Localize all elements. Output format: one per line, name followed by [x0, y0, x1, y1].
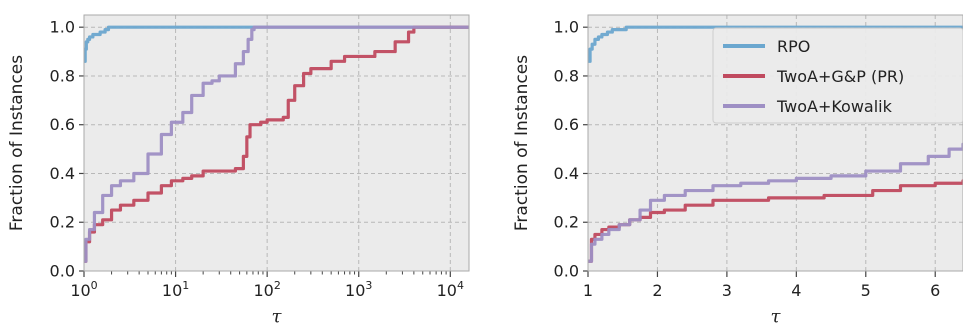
y-tick-label: 0.2: [554, 213, 579, 232]
y-tick-label: 0.6: [554, 115, 579, 134]
x-tick-label: 4: [791, 281, 801, 300]
x-axis-label: τ: [771, 306, 782, 327]
legend-label: TwoA+G&P (PR): [776, 67, 904, 86]
y-tick-label: 0.6: [50, 115, 75, 134]
series-line-rpo: [588, 25, 963, 63]
y-tick-label: 0.2: [50, 213, 75, 232]
x-tick-label: 5: [861, 281, 871, 300]
series-line-twoa-kowalik: [84, 25, 469, 263]
x-tick-label: 104: [437, 279, 464, 300]
x-tick-label: 100: [70, 279, 97, 300]
y-tick-label: 1.0: [554, 18, 579, 37]
x-tick-label: 103: [345, 279, 372, 300]
series-line-twoa-g-p-pr-: [84, 25, 469, 263]
x-tick-label: 1: [583, 281, 593, 300]
y-axis-label: Fraction of Instances: [512, 55, 532, 231]
chart-right: 0.0 0.2 0.4 0.6 0.8 1.0 1 2 3 4 5 6 Fraction of Inst…: [512, 14, 963, 327]
y-tick-label: 0.0: [554, 262, 579, 281]
y-tick-label: 0.4: [50, 164, 75, 183]
series-line-rpo: [84, 25, 469, 63]
series-line-twoa-kowalik: [588, 142, 963, 263]
legend-box: [712, 27, 963, 124]
series-line-twoa-g-p-pr-: [588, 179, 963, 263]
y-axis-label: Fraction of Instances: [7, 55, 27, 231]
y-tick-label: 0.4: [554, 164, 579, 183]
legend-label: TwoA+Kowalik: [776, 97, 893, 116]
x-tick-label: 102: [253, 279, 280, 300]
y-tick-label: 1.0: [50, 18, 75, 37]
plot-frame: [587, 14, 963, 272]
plot-frame: [83, 14, 470, 272]
plot-area: [84, 15, 469, 271]
x-tick-label: 3: [722, 281, 732, 300]
x-tick-label: 2: [652, 281, 662, 300]
legend: RPO TwoA+G&P (PR) TwoA+Kowalik: [712, 27, 963, 124]
legend-label: RPO: [777, 37, 810, 56]
x-axis-label: τ: [272, 306, 283, 327]
chart-left: 0.0 0.2 0.4 0.6 0.8 1.0 100 101 102 103 104 Fractio…: [7, 14, 470, 327]
x-tick-label: 101: [162, 279, 189, 300]
y-tick-label: 0.0: [50, 262, 75, 281]
x-tick-label: 6: [930, 281, 940, 300]
y-tick-label: 0.8: [50, 66, 75, 85]
y-tick-label: 0.8: [554, 66, 579, 85]
